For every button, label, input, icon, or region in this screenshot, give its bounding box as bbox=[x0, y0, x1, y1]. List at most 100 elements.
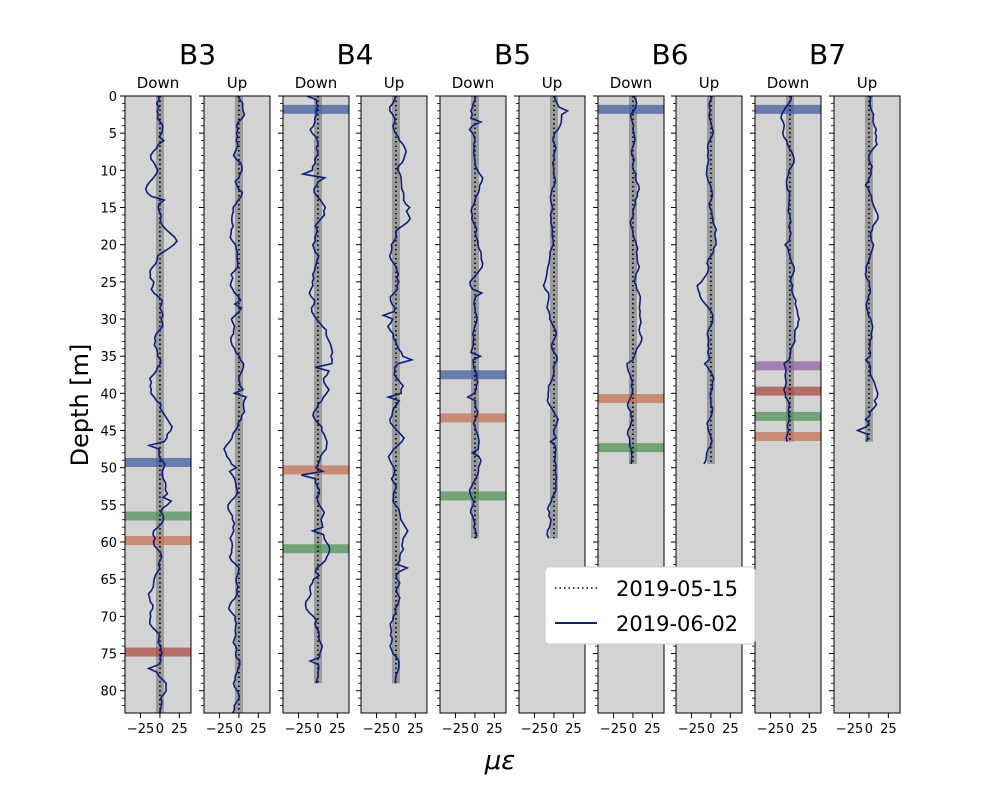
panel-label-up: Up bbox=[227, 74, 248, 92]
borehole-title-b5: B5 bbox=[494, 38, 531, 71]
x-tick-label: 25 bbox=[486, 722, 503, 737]
panel-B3-up: −25 0 25 Up bbox=[199, 74, 271, 737]
fault-band bbox=[755, 431, 821, 441]
x-tick-label: 25 bbox=[250, 722, 267, 737]
x-tick-label: 25 bbox=[565, 722, 582, 737]
y-tick-label: 60 bbox=[100, 536, 117, 551]
x-tick-label: −25 bbox=[285, 722, 312, 737]
reference-envelope bbox=[785, 96, 794, 442]
series-2019-06-02 bbox=[466, 96, 484, 539]
panel-label-down: Down bbox=[767, 74, 810, 92]
x-tick-label: 0 bbox=[235, 722, 243, 737]
legend-label-2019-06-02: 2019-06-02 bbox=[616, 612, 738, 636]
fault-band bbox=[440, 491, 506, 501]
x-tick-label: 0 bbox=[786, 722, 794, 737]
series-2019-06-02 bbox=[223, 96, 248, 713]
panel-label-down: Down bbox=[610, 74, 653, 92]
panel-frame bbox=[754, 95, 822, 714]
x-tick-label: −25 bbox=[757, 722, 784, 737]
y-tick-label: 20 bbox=[100, 239, 117, 254]
borehole-titles: B3 B4 B5 B6 B7 bbox=[179, 38, 846, 71]
panel-frame bbox=[203, 95, 271, 714]
x-tick-label: −25 bbox=[442, 722, 469, 737]
series-2019-06-02 bbox=[855, 96, 879, 442]
panel-frame bbox=[439, 95, 507, 714]
x-tick-label: 25 bbox=[329, 722, 346, 737]
fault-band bbox=[125, 647, 191, 657]
panel-frame bbox=[124, 95, 192, 714]
panel-frame bbox=[675, 95, 743, 714]
fault-band bbox=[283, 544, 349, 554]
y-tick-label: 70 bbox=[100, 610, 117, 625]
fault-band bbox=[125, 536, 191, 546]
x-tick-label: 0 bbox=[550, 722, 558, 737]
reference-envelope bbox=[234, 96, 243, 713]
series-2019-06-02 bbox=[542, 96, 570, 539]
x-tick-label: −25 bbox=[206, 722, 233, 737]
x-tick-label: 0 bbox=[865, 722, 873, 737]
panel-label-up: Up bbox=[699, 74, 720, 92]
reference-envelope bbox=[706, 96, 715, 464]
legend-label-2019-05-15: 2019-05-15 bbox=[616, 577, 738, 601]
x-tick-label: 0 bbox=[707, 722, 715, 737]
y-tick-label: 80 bbox=[100, 685, 117, 700]
x-tick-label: 0 bbox=[156, 722, 164, 737]
x-tick-label: −25 bbox=[600, 722, 627, 737]
fault-band bbox=[125, 511, 191, 521]
y-axis-label: Depth [m] bbox=[66, 344, 94, 467]
panel-frame bbox=[518, 95, 586, 714]
x-tick-label: 0 bbox=[314, 722, 322, 737]
borehole-title-b7: B7 bbox=[809, 38, 846, 71]
fault-band bbox=[755, 104, 821, 114]
x-tick-label: −25 bbox=[363, 722, 390, 737]
x-tick-label: 25 bbox=[407, 722, 424, 737]
panel-label-down: Down bbox=[452, 74, 495, 92]
fault-band bbox=[755, 411, 821, 421]
panel-B5-down: −25 0 25 Down bbox=[435, 74, 507, 737]
y-tick-label: 45 bbox=[100, 425, 117, 440]
x-tick-label: −25 bbox=[678, 722, 705, 737]
x-tick-label: −25 bbox=[836, 722, 863, 737]
reference-envelope bbox=[628, 96, 637, 464]
y-tick-label: 5 bbox=[109, 127, 117, 142]
y-tick-label: 30 bbox=[100, 313, 117, 328]
panel-frame bbox=[833, 95, 901, 714]
reference-envelope bbox=[864, 96, 873, 442]
panel-label-down: Down bbox=[295, 74, 338, 92]
borehole-title-b4: B4 bbox=[336, 38, 373, 71]
series-2019-06-02 bbox=[300, 96, 334, 684]
y-tick-label: 35 bbox=[100, 350, 117, 365]
x-tick-label: 25 bbox=[880, 722, 897, 737]
panel-B4-up: −25 0 25 Up bbox=[356, 74, 428, 737]
y-tick-label: 15 bbox=[100, 202, 117, 217]
panel-label-up: Up bbox=[384, 74, 405, 92]
y-tick-label: 40 bbox=[100, 387, 117, 402]
x-axis-label: με bbox=[484, 746, 516, 776]
panel-label-up: Up bbox=[542, 74, 563, 92]
panel-label-up: Up bbox=[857, 74, 878, 92]
fault-band bbox=[440, 413, 506, 423]
series-2019-06-02 bbox=[780, 96, 801, 442]
fault-band bbox=[755, 361, 821, 371]
legend-box bbox=[544, 566, 756, 645]
panel-B7-up: −25 0 25 Up bbox=[829, 74, 901, 737]
series-2019-06-02 bbox=[380, 96, 415, 684]
y-tick-label: 0 bbox=[109, 90, 117, 105]
fault-band bbox=[755, 386, 821, 396]
x-tick-label: 25 bbox=[171, 722, 188, 737]
series-2019-06-02 bbox=[144, 96, 178, 713]
y-tick-label: 25 bbox=[100, 276, 117, 291]
x-tick-label: 25 bbox=[722, 722, 739, 737]
y-tick-label: 75 bbox=[100, 648, 117, 663]
series-2019-06-02 bbox=[696, 96, 718, 465]
panel-frame bbox=[360, 95, 428, 714]
y-tick-label: 55 bbox=[100, 499, 117, 514]
panel-B4-down: −25 0 25 Down bbox=[278, 74, 350, 737]
y-tick-label: 65 bbox=[100, 573, 117, 588]
x-tick-label: −25 bbox=[127, 722, 154, 737]
x-tick-label: −25 bbox=[521, 722, 548, 737]
x-tick-label: 25 bbox=[644, 722, 661, 737]
